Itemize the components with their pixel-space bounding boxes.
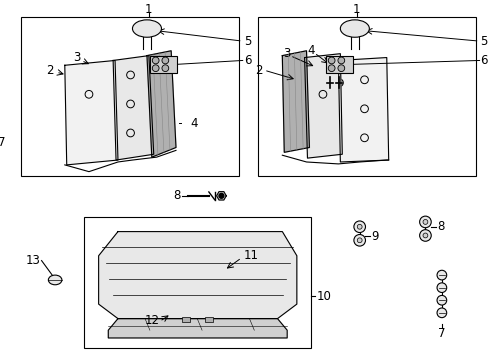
Circle shape	[422, 233, 427, 238]
Circle shape	[162, 65, 168, 72]
Circle shape	[436, 296, 446, 305]
Text: 8: 8	[173, 189, 181, 202]
Polygon shape	[65, 60, 118, 165]
Polygon shape	[338, 58, 388, 162]
Ellipse shape	[340, 20, 368, 37]
Polygon shape	[282, 51, 309, 152]
Circle shape	[0, 84, 7, 93]
Circle shape	[436, 270, 446, 280]
Text: 2: 2	[46, 64, 54, 77]
Text: 4: 4	[307, 44, 314, 57]
Circle shape	[422, 220, 427, 224]
Text: 7: 7	[437, 327, 445, 339]
Text: 1: 1	[145, 3, 152, 16]
Text: 11: 11	[243, 249, 258, 262]
Circle shape	[162, 57, 168, 64]
Circle shape	[436, 283, 446, 293]
Bar	[149, 56, 177, 73]
Bar	[325, 56, 352, 73]
Circle shape	[436, 308, 446, 318]
Circle shape	[0, 97, 7, 107]
Text: 5: 5	[480, 35, 487, 48]
Bar	[204, 317, 212, 323]
Circle shape	[327, 57, 334, 64]
Text: 3: 3	[73, 51, 80, 64]
Circle shape	[419, 216, 430, 228]
Text: 6: 6	[243, 54, 251, 67]
Text: 1: 1	[352, 3, 360, 16]
Ellipse shape	[132, 20, 161, 37]
Text: 5: 5	[243, 35, 250, 48]
Circle shape	[0, 111, 7, 120]
Ellipse shape	[48, 275, 62, 285]
Circle shape	[0, 70, 7, 80]
Text: 4: 4	[190, 117, 198, 130]
Circle shape	[219, 193, 224, 198]
Text: 2: 2	[255, 64, 263, 77]
Circle shape	[357, 238, 362, 243]
Polygon shape	[304, 54, 342, 158]
Polygon shape	[113, 56, 153, 160]
Circle shape	[152, 57, 159, 64]
Bar	[182, 317, 189, 323]
Circle shape	[353, 234, 365, 246]
Bar	[84, 217, 311, 348]
Polygon shape	[99, 231, 296, 319]
Polygon shape	[108, 319, 286, 338]
Text: 7: 7	[0, 136, 6, 149]
Circle shape	[327, 65, 334, 72]
Circle shape	[152, 65, 159, 72]
Text: 3: 3	[283, 47, 290, 60]
Circle shape	[357, 224, 362, 229]
Text: 12: 12	[144, 314, 159, 327]
Polygon shape	[216, 192, 226, 200]
Text: 10: 10	[316, 290, 330, 303]
Circle shape	[353, 221, 365, 233]
Text: 6: 6	[480, 54, 487, 67]
Text: 13: 13	[26, 254, 41, 267]
Bar	[258, 17, 475, 176]
Circle shape	[337, 57, 344, 64]
Polygon shape	[147, 51, 176, 157]
Text: 8: 8	[436, 220, 444, 233]
Bar	[21, 17, 238, 176]
Circle shape	[419, 230, 430, 241]
Circle shape	[337, 65, 344, 72]
Text: 9: 9	[370, 230, 378, 243]
